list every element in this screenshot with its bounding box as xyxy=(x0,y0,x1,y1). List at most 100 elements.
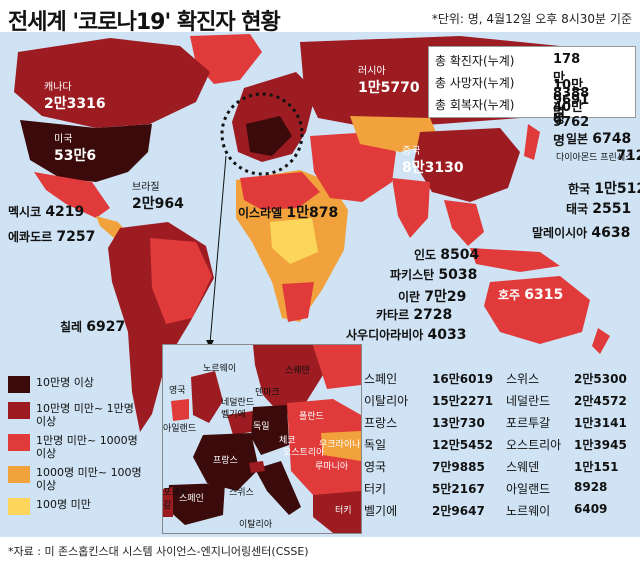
new-zealand-shape xyxy=(592,328,610,354)
inset-label: 네덜란드 xyxy=(221,398,255,408)
spain-shape xyxy=(167,483,225,525)
india-shape xyxy=(392,178,430,238)
inset-label: 프랑스 xyxy=(213,456,238,466)
france-shape xyxy=(193,433,259,491)
finland-shape xyxy=(313,345,361,389)
ukraine-shape xyxy=(321,431,361,461)
inset-label: 루마니아 xyxy=(315,462,349,472)
table-row: 포르투갈 xyxy=(506,416,551,430)
table-value: 7만9885 xyxy=(432,460,485,474)
label-india: 인도 8504 xyxy=(414,247,480,263)
inset-label: 영국 xyxy=(169,386,186,396)
south-africa-shape xyxy=(282,282,314,322)
label-china: 중국 8만3130 xyxy=(402,146,464,176)
label-malaysia: 말레이시아 4638 xyxy=(532,225,631,241)
inset-label: 아일랜드 xyxy=(163,424,197,434)
legend-swatch xyxy=(8,466,30,483)
table-value: 2만4572 xyxy=(574,394,627,408)
western-europe-shape xyxy=(246,116,292,156)
table-value: 6409 xyxy=(574,502,608,516)
label-iran: 이란 7만29 xyxy=(398,289,467,305)
label-chile: 칠레 6927 xyxy=(60,319,126,335)
page-title: 전세계 '코로나19' 확진자 현황 xyxy=(8,10,281,35)
benelux-shape xyxy=(227,411,257,435)
europe-inset-shapes xyxy=(163,345,361,533)
table-row: 터키 xyxy=(364,482,387,496)
label-diamond-princess: 다이아몬드 프린세스 712 xyxy=(556,148,640,164)
table-row: 노르웨이 xyxy=(506,504,551,518)
legend-swatch xyxy=(8,498,30,515)
table-row: 스위스 xyxy=(506,372,540,386)
inset-label: 터키 xyxy=(335,506,352,516)
table-value: 5만2167 xyxy=(432,482,485,496)
table-row: 프랑스 xyxy=(364,416,398,430)
table-value: 1만151 xyxy=(574,460,619,474)
mexico-shape xyxy=(34,172,110,218)
inset-label: 스웨덴 xyxy=(285,366,310,376)
central-africa-shape xyxy=(270,218,318,264)
australia-shape xyxy=(484,276,590,344)
label-usa: 미국 53만6 xyxy=(54,134,97,164)
scandinavia-shape xyxy=(253,345,323,415)
uk-shape xyxy=(191,371,223,423)
china-shape xyxy=(414,128,520,202)
ireland-shape xyxy=(171,399,189,421)
europe-highlight-circle xyxy=(220,92,304,176)
table-value: 2만5300 xyxy=(574,372,627,386)
turkey-shape xyxy=(313,491,361,533)
unit-note: *단위: 명, 4월12일 오후 8시30분 기준 xyxy=(431,12,632,26)
inset-label: 스페인 xyxy=(179,494,204,504)
legend-swatch xyxy=(8,402,30,419)
italy-shape xyxy=(255,461,301,515)
inset-label: 노르웨이 xyxy=(203,364,237,374)
label-pakistan: 파키스탄 5038 xyxy=(390,267,478,283)
inset-label: 오스트리아 xyxy=(283,448,325,458)
portugal-shape xyxy=(163,487,173,517)
canada-shape xyxy=(14,38,210,128)
inset-label: 폴란드 xyxy=(299,412,324,422)
label-ecuador: 에콰도르 7257 xyxy=(8,229,96,245)
label-korea: 한국 1만512 xyxy=(568,181,640,197)
table-value: 1만3141 xyxy=(574,416,627,430)
europe-inset-map: 노르웨이 스웨덴 영국 덴마크 아일랜드 네덜란드 벨기에 독일 폴란드 체코 … xyxy=(162,344,362,534)
label-canada: 캐나다 2만3316 xyxy=(44,82,106,112)
summary-deaths: 총 사망자(누계) 10만9691명 xyxy=(435,76,590,127)
table-value: 13만730 xyxy=(432,416,485,430)
summary-recovered: 총 회복자(누계) 40만9762명 xyxy=(435,98,590,149)
legend-swatch xyxy=(8,434,30,451)
central-asia-shape xyxy=(350,116,440,152)
usa-shape xyxy=(20,120,152,182)
label-saudi: 사우디아라비아 4033 xyxy=(346,327,467,343)
inset-label: 독일 xyxy=(253,422,270,432)
germany-shape xyxy=(251,405,289,455)
inset-label: 스위스 xyxy=(229,488,254,498)
summary-box: 총 확진자(누계) 178만8388명 총 사망자(누계) 10만9691명 총 회… xyxy=(428,46,636,149)
label-australia: 호주 6315 xyxy=(498,287,564,303)
inset-label: 이탈리아 xyxy=(239,520,273,530)
table-row: 오스트리아 xyxy=(506,438,562,452)
table-row: 스웨덴 xyxy=(506,460,540,474)
switzerland-shape xyxy=(249,461,265,473)
japan-shape xyxy=(524,124,540,160)
inset-label: 벨기에 xyxy=(221,410,246,420)
source-note: *자료 : 미 존스홉킨스대 시스템 사이언스-엔지니어링센터(CSSE) xyxy=(8,545,309,558)
label-thailand: 태국 2551 xyxy=(566,201,632,217)
label-mexico: 멕시코 4219 xyxy=(8,204,85,220)
table-row: 영국 xyxy=(364,460,387,474)
label-russia: 러시아 1만5770 xyxy=(358,66,420,96)
table-row: 네덜란드 xyxy=(506,394,551,408)
inset-label: 우크라이나 xyxy=(319,440,361,450)
table-value: 15만2271 xyxy=(432,394,494,408)
table-value: 2만9647 xyxy=(432,504,485,518)
legend-swatch xyxy=(8,376,30,393)
table-row: 아일랜드 xyxy=(506,482,551,496)
table-value: 1만3945 xyxy=(574,438,627,452)
indonesia-shape xyxy=(470,248,560,272)
southeast-asia-shape xyxy=(444,200,484,246)
table-value: 12만5452 xyxy=(432,438,494,452)
middle-east-shape xyxy=(310,132,396,202)
table-value: 8928 xyxy=(574,480,608,494)
label-brazil: 브라질 2만964 xyxy=(132,182,184,212)
inset-label: 체코 xyxy=(279,436,296,446)
